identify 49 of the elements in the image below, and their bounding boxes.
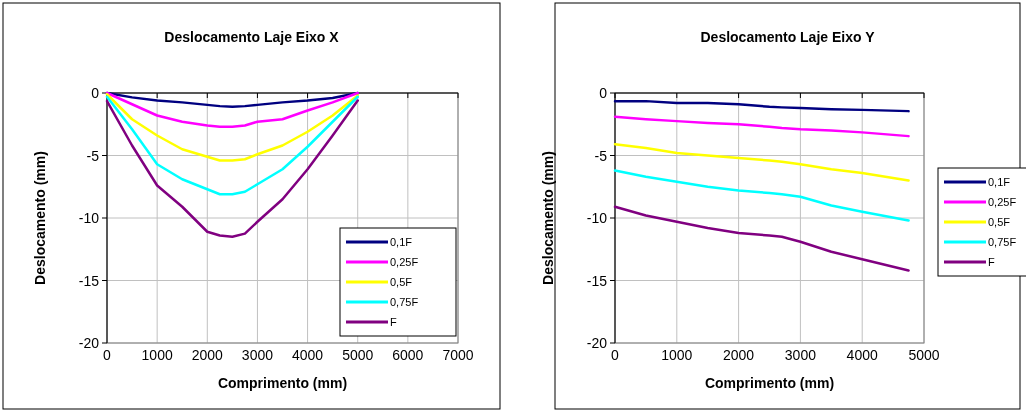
x-tick-label: 2000 (723, 347, 755, 363)
x-tick-label: 3000 (241, 347, 274, 363)
x-tick-label: 4000 (846, 347, 878, 363)
legend-label: 0,5F (390, 276, 413, 288)
y-tick-label: -20 (78, 335, 100, 351)
legend-label: F (390, 316, 397, 328)
legend-label: 0,1F (988, 176, 1011, 188)
chart-title: Deslocamento Laje Eixo Y (700, 29, 876, 45)
legend-label: 0,75F (390, 296, 419, 308)
y-tick-label: -15 (78, 272, 100, 289)
x-tick-label: 0 (611, 347, 620, 363)
legend-label: 0,25F (390, 256, 419, 268)
line-series (613, 169, 910, 222)
y-tick-label: -10 (586, 210, 608, 226)
x-tick-label: 1000 (141, 347, 173, 363)
line-series (105, 95, 359, 196)
line-series (613, 115, 910, 138)
line-series (613, 205, 910, 272)
x-tick-label: 0 (103, 347, 112, 363)
x-tick-label: 4000 (291, 347, 324, 363)
y-tick-label: -5 (594, 147, 608, 164)
y-tick-label: 0 (91, 85, 100, 101)
line-series (105, 91, 359, 128)
line-series (105, 93, 359, 162)
legend-label: 0,5F (988, 216, 1011, 228)
x-tick-label: 3000 (784, 347, 817, 363)
x-axis-title: Comprimento (mm) (217, 375, 348, 391)
x-tick-label: 5000 (908, 347, 940, 363)
legend-label: 0,25F (988, 196, 1017, 208)
y-tick-label: -15 (586, 272, 608, 289)
line-series (105, 99, 359, 238)
y-tick-label: 0 (599, 85, 608, 101)
x-tick-label: 6000 (392, 347, 424, 363)
x-axis-title: Comprimento (mm) (704, 375, 835, 391)
line-series (613, 143, 910, 182)
x-tick-label: 5000 (342, 347, 374, 363)
y-tick-label: -10 (78, 210, 100, 226)
legend-label: F (988, 256, 995, 268)
y-tick-label: -20 (586, 335, 608, 351)
x-tick-label: 2000 (191, 347, 224, 363)
y-tick-label: -5 (86, 147, 100, 164)
legend-label: 0,1F (390, 236, 413, 248)
x-tick-label: 1000 (661, 347, 693, 363)
x-tick-label: 7000 (442, 347, 474, 363)
legend-label: 0,75F (988, 236, 1017, 248)
y-axis-title: Deslocamento (mm) (32, 151, 48, 285)
line-series (613, 99, 910, 113)
y-axis-title: Deslocamento (mm) (540, 151, 556, 285)
chart-title: Deslocamento Laje Eixo X (164, 29, 340, 45)
